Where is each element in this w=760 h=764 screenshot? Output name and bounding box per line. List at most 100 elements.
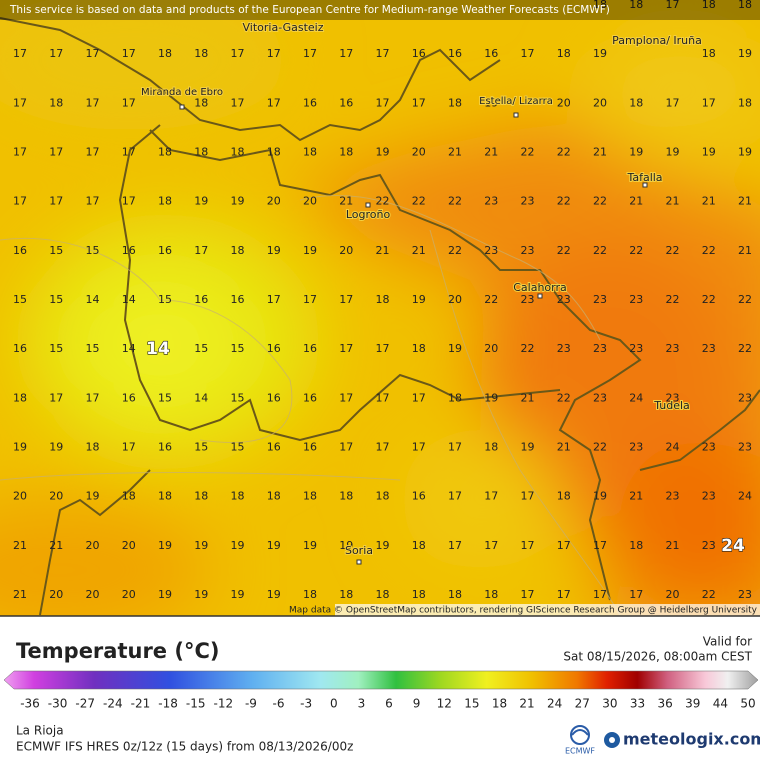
- grid-value: 17: [231, 47, 245, 60]
- grid-value: 21: [557, 441, 571, 454]
- colorbar-tick-label: -3: [300, 697, 312, 711]
- notice-band: [0, 0, 760, 20]
- grid-value: 15: [49, 244, 63, 257]
- colorbar-tick-label: 18: [492, 697, 507, 711]
- grid-value: 19: [231, 539, 245, 552]
- grid-value: 15: [158, 293, 172, 306]
- grid-value: 21: [666, 539, 680, 552]
- grid-value: 17: [339, 441, 353, 454]
- grid-value: 17: [13, 195, 27, 208]
- grid-value: 17: [122, 441, 136, 454]
- grid-value: 19: [194, 195, 208, 208]
- grid-value: 14: [86, 293, 100, 306]
- grid-value: 19: [484, 391, 498, 404]
- grid-value: 17: [557, 588, 571, 601]
- colorbar-tick-label: -24: [103, 697, 123, 711]
- grid-value: 22: [376, 195, 390, 208]
- colorbar-tick-label: 44: [713, 697, 728, 711]
- grid-value: 18: [158, 47, 172, 60]
- grid-value: 18: [194, 96, 208, 109]
- grid-value: 17: [521, 539, 535, 552]
- grid-value: 17: [49, 146, 63, 159]
- grid-value: 17: [666, 0, 680, 11]
- grid-value: 15: [194, 342, 208, 355]
- grid-value: 20: [666, 588, 680, 601]
- grid-value: 17: [702, 96, 716, 109]
- colorbar-tick-label: 6: [385, 697, 393, 711]
- grid-value: 20: [49, 490, 63, 503]
- grid-value: 23: [521, 293, 535, 306]
- colorbar-tick-label: 12: [437, 697, 452, 711]
- grid-value: 19: [86, 490, 100, 503]
- grid-value: 17: [593, 539, 607, 552]
- grid-value: 22: [738, 342, 752, 355]
- grid-value: 17: [376, 96, 390, 109]
- grid-value: 21: [339, 195, 353, 208]
- grid-value: 17: [86, 195, 100, 208]
- grid-value: 17: [267, 96, 281, 109]
- grid-value: 18: [49, 96, 63, 109]
- grid-value: 17: [122, 47, 136, 60]
- grid-value: 17: [86, 47, 100, 60]
- city-label: Logroño: [346, 208, 391, 221]
- grid-value: 18: [629, 96, 643, 109]
- grid-value: 17: [412, 391, 426, 404]
- grid-value: 16: [412, 47, 426, 60]
- colorbar-tick-label: -21: [131, 697, 151, 711]
- grid-value: 20: [49, 588, 63, 601]
- maximum-marker: 24: [721, 536, 745, 556]
- grid-value: 22: [448, 195, 462, 208]
- grid-value: 18: [158, 490, 172, 503]
- grid-value: 17: [376, 342, 390, 355]
- grid-value: 15: [231, 342, 245, 355]
- grid-value: 18: [702, 47, 716, 60]
- grid-value: 19: [629, 146, 643, 159]
- region: La Rioja: [16, 724, 64, 738]
- grid-value: 18: [738, 0, 752, 11]
- grid-value: 18: [412, 539, 426, 552]
- grid-value: 19: [484, 96, 498, 109]
- grid-value: 20: [267, 195, 281, 208]
- grid-value: 23: [666, 342, 680, 355]
- grid-value: 17: [86, 146, 100, 159]
- grid-value: 22: [666, 244, 680, 257]
- grid-value: 18: [158, 195, 172, 208]
- colorbar-tick-label: 15: [464, 697, 479, 711]
- grid-value: 19: [666, 146, 680, 159]
- grid-value: 14: [122, 342, 136, 355]
- grid-value: 21: [738, 244, 752, 257]
- grid-value: 18: [448, 96, 462, 109]
- grid-value: 18: [231, 146, 245, 159]
- grid-value: 23: [593, 293, 607, 306]
- grid-value: 20: [13, 490, 27, 503]
- grid-value: 21: [13, 539, 27, 552]
- colorbar-tick-label: -18: [158, 697, 178, 711]
- grid-value: 19: [267, 539, 281, 552]
- grid-value: 17: [194, 244, 208, 257]
- valid-time: Sat 08/15/2026, 08:00am CEST: [563, 650, 752, 664]
- colorbar-tick-label: 50: [740, 697, 755, 711]
- grid-value: 19: [158, 539, 172, 552]
- grid-value: 23: [629, 441, 643, 454]
- grid-value: 19: [49, 441, 63, 454]
- grid-value: 22: [702, 244, 716, 257]
- grid-value: 19: [194, 588, 208, 601]
- grid-value: 18: [484, 441, 498, 454]
- ecmwf-text: ECMWF: [565, 747, 595, 756]
- grid-value: 16: [267, 441, 281, 454]
- grid-value: 23: [521, 244, 535, 257]
- colorbar-ticks: -36 -30 -27 -24 -21 -18 -15 -12 -9 -6 -3 0 3 6 9 12 15 18…: [20, 697, 755, 711]
- grid-value: 18: [629, 0, 643, 11]
- grid-value: 17: [122, 96, 136, 109]
- grid-value: 16: [448, 47, 462, 60]
- grid-value: 16: [303, 441, 317, 454]
- grid-value: 19: [158, 588, 172, 601]
- grid-value: 17: [593, 588, 607, 601]
- grid-value: 19: [593, 490, 607, 503]
- grid-value: 22: [702, 588, 716, 601]
- grid-value: 19: [267, 244, 281, 257]
- colorbar-tick-label: -27: [75, 697, 95, 711]
- grid-value: 17: [521, 47, 535, 60]
- grid-value: 23: [557, 293, 571, 306]
- colorbar-tick-label: 21: [519, 697, 534, 711]
